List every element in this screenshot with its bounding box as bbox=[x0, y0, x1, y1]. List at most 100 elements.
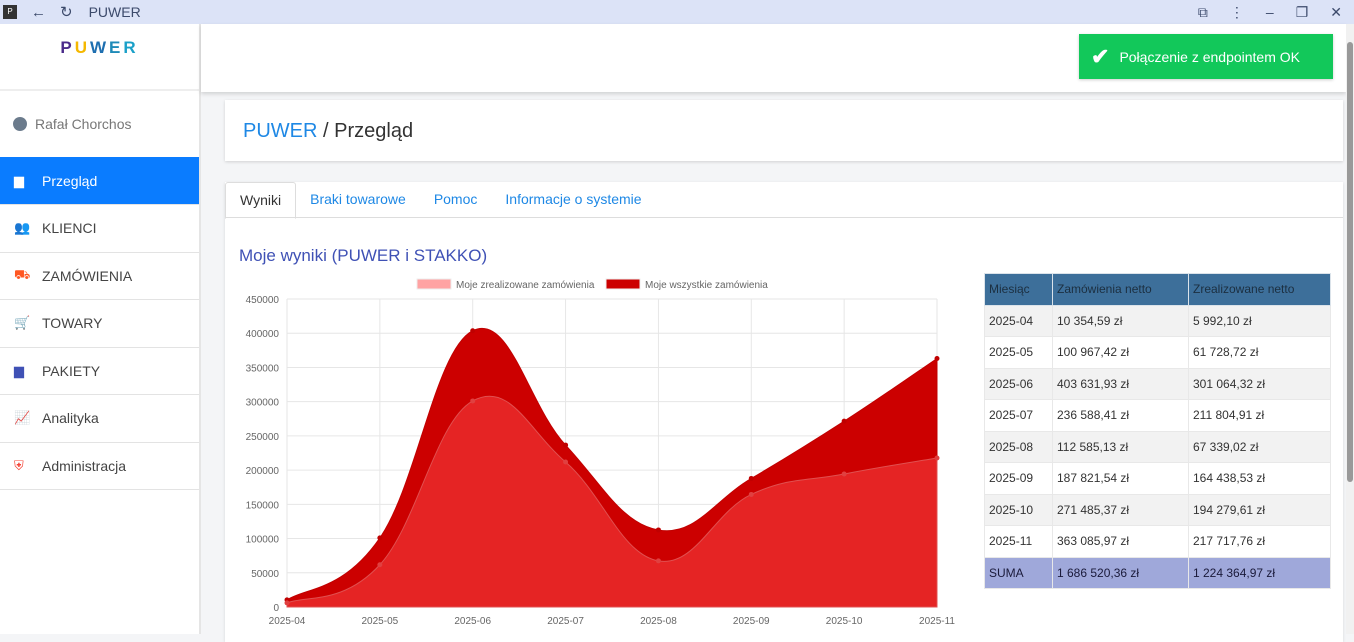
legend-label: Moje zrealizowane zamówienia bbox=[456, 280, 595, 291]
data-point bbox=[934, 455, 940, 461]
sidebar-item-towary[interactable]: 🛒 TOWARY bbox=[0, 300, 199, 348]
table-row: 2025-05 100 967,42 zł 61 728,72 zł bbox=[984, 336, 1331, 369]
sidebar-item-label: Administracja bbox=[42, 457, 127, 474]
sidebar-item-analityka[interactable]: 📈 Analityka bbox=[0, 395, 199, 443]
table-cell: 403 631,93 zł bbox=[1052, 367, 1189, 400]
tab-2[interactable]: Pomoc bbox=[433, 191, 478, 207]
table-cell: 187 821,54 zł bbox=[1052, 462, 1189, 495]
data-point bbox=[748, 491, 754, 497]
scrollbar-thumb[interactable] bbox=[1347, 42, 1353, 482]
sidebar-item-label: Analityka bbox=[42, 410, 99, 427]
table-row: 2025-06 403 631,93 zł 301 064,32 zł bbox=[984, 367, 1331, 400]
table-row: 2025-10 271 485,37 zł 194 279,61 zł bbox=[984, 493, 1331, 526]
table-row: 2025-08 112 585,13 zł 67 339,02 zł bbox=[984, 430, 1331, 463]
tab-0[interactable]: Wyniki bbox=[225, 182, 297, 219]
y-tick-label: 100000 bbox=[246, 535, 280, 546]
table-row: 2025-11 363 085,97 zł 217 717,76 zł bbox=[984, 525, 1331, 558]
data-point bbox=[655, 558, 661, 564]
y-tick-label: 350000 bbox=[246, 363, 280, 374]
close-icon[interactable]: ✕ bbox=[1330, 3, 1342, 20]
user-name: Rafał Chorchos bbox=[35, 116, 132, 132]
table-cell: 301 064,32 zł bbox=[1188, 367, 1331, 400]
column-header: Miesiąc bbox=[984, 273, 1053, 306]
x-tick-label: 2025-11 bbox=[919, 616, 955, 627]
table-cell: 100 967,42 zł bbox=[1052, 336, 1189, 369]
title-bar: P ← ↻ PUWER ⧉ ⋮ – ❐ ✕ bbox=[0, 0, 1354, 24]
sidebar-item-administracja[interactable]: ⛨ Administracja bbox=[0, 443, 199, 490]
tab-3[interactable]: Informacje o systemie bbox=[505, 191, 642, 207]
breadcrumb-root[interactable]: PUWER bbox=[243, 120, 318, 142]
data-point bbox=[377, 535, 383, 541]
table-cell: 2025-10 bbox=[984, 493, 1053, 526]
table-cell: 61 728,72 zł bbox=[1188, 336, 1331, 369]
sidebar-item-pakiety[interactable]: ▆ PAKIETY bbox=[0, 348, 199, 395]
toast-text: Połączenie z endpointem OK bbox=[1119, 48, 1300, 65]
sidebar-item-klienci[interactable]: 👥 KLIENCI bbox=[0, 205, 199, 253]
sum-row: SUMA 1 686 520,36 zł 1 224 364,97 zł bbox=[984, 556, 1331, 589]
x-tick-label: 2025-04 bbox=[269, 616, 306, 627]
y-tick-label: 150000 bbox=[246, 500, 280, 511]
tab-bar: Wyniki Braki towarowe Pomoc Informacje o sy… bbox=[225, 182, 1343, 219]
sum-cell: 1 224 364,97 zł bbox=[1188, 556, 1331, 589]
data-point bbox=[284, 600, 290, 606]
chart-line-icon: 📈 bbox=[14, 410, 31, 426]
sidebar-item-zamówienia[interactable]: ⛟ ZAMÓWIENIA bbox=[0, 253, 199, 300]
table-cell: 217 717,76 zł bbox=[1188, 525, 1331, 558]
window-title: PUWER bbox=[88, 4, 141, 20]
data-point bbox=[841, 418, 847, 424]
breadcrumb-current: Przegląd bbox=[334, 120, 414, 142]
table-cell: 2025-08 bbox=[984, 430, 1053, 463]
x-tick-label: 2025-05 bbox=[362, 616, 399, 627]
breadcrumb: PUWER / Przegląd bbox=[225, 100, 1343, 161]
data-point bbox=[563, 442, 569, 448]
menu-icon[interactable]: ⋮ bbox=[1229, 3, 1244, 20]
x-tick-label: 2025-07 bbox=[547, 616, 584, 627]
reload-icon[interactable]: ↻ bbox=[60, 4, 73, 21]
sum-cell: SUMA bbox=[984, 556, 1053, 589]
table-cell: 112 585,13 zł bbox=[1052, 430, 1189, 463]
legend-swatch bbox=[605, 278, 641, 290]
scrollbar[interactable] bbox=[1346, 24, 1354, 634]
user-circle-icon bbox=[13, 117, 27, 131]
box-icon: ▆ bbox=[14, 362, 24, 378]
table-cell: 363 085,97 zł bbox=[1052, 525, 1189, 558]
data-point bbox=[934, 355, 940, 361]
user-profile[interactable]: Rafał Chorchos bbox=[0, 91, 199, 157]
minimize-icon[interactable]: – bbox=[1265, 3, 1274, 20]
extension-icon[interactable]: ⧉ bbox=[1197, 3, 1208, 20]
data-point bbox=[377, 562, 383, 568]
table-row: 2025-04 10 354,59 zł 5 992,10 zł bbox=[984, 304, 1331, 337]
table-cell: 2025-05 bbox=[984, 336, 1053, 369]
sidebar-item-label: Przegląd bbox=[42, 172, 98, 189]
orders-chart: 0 50000 100000 150000 200000 250000 300000 3500… bbox=[246, 278, 955, 627]
series-area-0 bbox=[286, 395, 938, 608]
table-cell: 5 992,10 zł bbox=[1188, 304, 1331, 337]
table-cell: 211 804,91 zł bbox=[1188, 399, 1331, 432]
calendar-icon: ▆ bbox=[14, 172, 24, 188]
sum-cell: 1 686 520,36 zł bbox=[1052, 556, 1189, 589]
truck-icon: ⛟ bbox=[14, 266, 31, 282]
y-tick-label: 300000 bbox=[246, 398, 280, 409]
table-cell: 164 438,53 zł bbox=[1188, 462, 1331, 495]
x-tick-label: 2025-10 bbox=[826, 616, 863, 627]
breadcrumb-separator: / bbox=[317, 120, 335, 142]
x-tick-label: 2025-08 bbox=[640, 616, 677, 627]
section-title: Moje wyniki (PUWER i STAKKO) bbox=[239, 246, 488, 265]
y-tick-label: 50000 bbox=[251, 569, 279, 580]
y-tick-label: 400000 bbox=[246, 329, 280, 340]
sidebar-item-label: ZAMÓWIENIA bbox=[42, 267, 133, 284]
table-cell: 2025-11 bbox=[984, 525, 1053, 558]
table-row: 2025-09 187 821,54 zł 164 438,53 zł bbox=[984, 462, 1331, 495]
data-point bbox=[470, 328, 476, 334]
toast-notification[interactable]: ✔ Połączenie z endpointem OK bbox=[1079, 34, 1333, 79]
data-point bbox=[748, 475, 754, 481]
column-header: Zrealizowane netto bbox=[1188, 273, 1331, 306]
tab-1[interactable]: Braki towarowe bbox=[310, 191, 406, 207]
table-cell: 2025-07 bbox=[984, 399, 1053, 432]
x-tick-label: 2025-06 bbox=[454, 616, 491, 627]
restore-icon[interactable]: ❐ bbox=[1295, 3, 1309, 20]
sidebar-item-przegląd[interactable]: ▆ Przegląd bbox=[0, 157, 199, 205]
back-icon[interactable]: ← bbox=[31, 3, 46, 21]
users-icon: 👥 bbox=[14, 220, 31, 236]
